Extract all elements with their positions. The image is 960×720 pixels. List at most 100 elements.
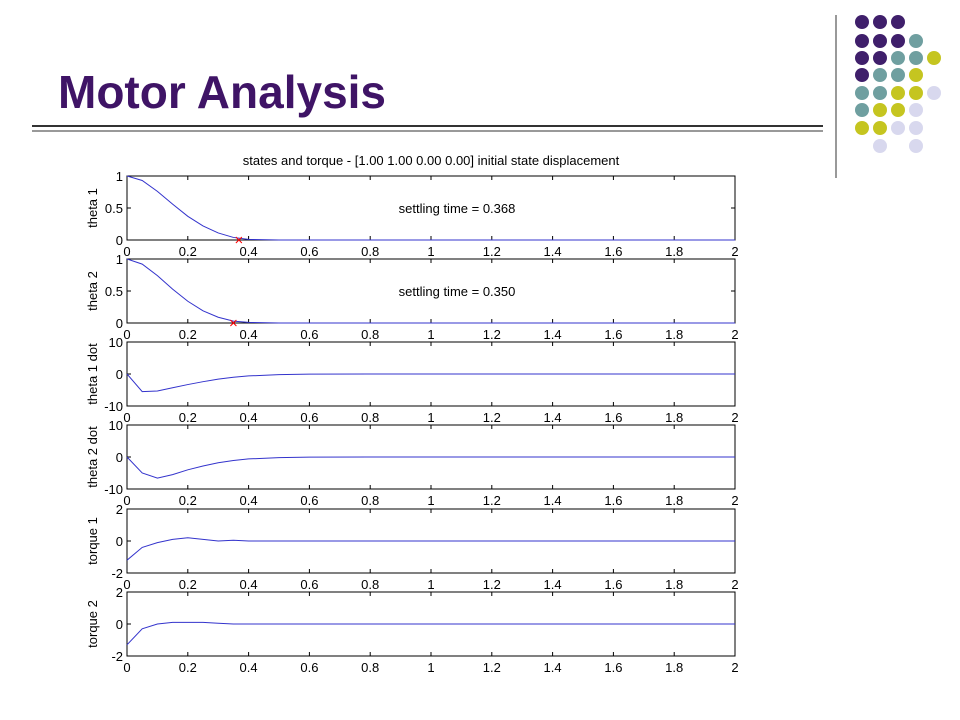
decor-dot xyxy=(873,139,887,153)
y-tick-label: -2 xyxy=(111,566,123,581)
x-tick-label: 0.2 xyxy=(179,660,197,675)
decor-dot xyxy=(891,68,905,82)
decor-dot xyxy=(891,86,905,100)
y-tick-label: 10 xyxy=(109,335,123,350)
plot-area xyxy=(126,175,736,241)
x-tick-label: 1.6 xyxy=(604,244,622,259)
x-tick-label: 0.8 xyxy=(361,493,379,508)
x-tick-label: 0.8 xyxy=(361,244,379,259)
x-tick-label: 0.6 xyxy=(300,327,318,342)
decor-dot xyxy=(873,15,887,29)
decor-dot xyxy=(891,103,905,117)
x-tick-label: 0.6 xyxy=(300,493,318,508)
x-tick-label: 1.2 xyxy=(483,660,501,675)
x-tick-label: 1.8 xyxy=(665,244,683,259)
y-tick-label: -10 xyxy=(104,482,123,497)
line xyxy=(126,258,735,324)
x-tick-label: 0 xyxy=(123,244,130,259)
x-tick-label: 0.2 xyxy=(179,244,197,259)
decor-dot xyxy=(855,121,869,135)
x-tick-label: 0.8 xyxy=(361,410,379,425)
decor-dot xyxy=(873,68,887,82)
y-tick-label: 0 xyxy=(116,316,123,331)
y-tick-label: -10 xyxy=(104,399,123,414)
x-tick-label: 2 xyxy=(731,410,738,425)
decor-dot xyxy=(909,51,923,65)
x-tick-label: 0.4 xyxy=(240,244,258,259)
y-axis-label: theta 2 dot xyxy=(85,426,100,488)
x-tick-label: 1.6 xyxy=(604,327,622,342)
x-tick-label: 0 xyxy=(123,327,130,342)
x-tick-label: 1.6 xyxy=(604,577,622,592)
x-tick-label: 0.2 xyxy=(179,577,197,592)
x-tick-label: 1.2 xyxy=(483,244,501,259)
x-tick-label: 1.6 xyxy=(604,410,622,425)
decor-dot xyxy=(855,103,869,117)
y-tick-label: 0 xyxy=(116,617,123,632)
y-tick-label: 0 xyxy=(116,367,123,382)
decor-dot xyxy=(891,15,905,29)
decor-dot xyxy=(855,86,869,100)
x-tick-label: 0.8 xyxy=(361,327,379,342)
decor-dot xyxy=(891,121,905,135)
slide-title: Motor Analysis xyxy=(58,66,386,118)
y-tick-label: -2 xyxy=(111,649,123,664)
plot-area xyxy=(126,258,736,324)
line xyxy=(126,621,735,646)
x-tick-label: 1.8 xyxy=(665,327,683,342)
x-tick-label: 1 xyxy=(427,577,434,592)
x-tick-label: 0 xyxy=(123,660,130,675)
x-tick-label: 1 xyxy=(427,410,434,425)
x-tick-label: 0.4 xyxy=(240,493,258,508)
decor-dot xyxy=(855,51,869,65)
line xyxy=(126,373,735,393)
x-tick-label: 0.4 xyxy=(240,577,258,592)
y-axis-label: torque 2 xyxy=(85,600,100,648)
y-tick-label: 0 xyxy=(116,233,123,248)
y-tick-label: 1 xyxy=(116,169,123,184)
x-tick-label: 0.6 xyxy=(300,577,318,592)
x-tick-label: 1.2 xyxy=(483,493,501,508)
decor-dot xyxy=(909,86,923,100)
x-tick-label: 1.4 xyxy=(544,577,562,592)
x-tick-label: 2 xyxy=(731,244,738,259)
y-tick-label: 0.5 xyxy=(105,201,123,216)
y-axis-label: theta 1 dot xyxy=(85,343,100,405)
x-tick-label: 0 xyxy=(123,410,130,425)
x-tick-label: 0.8 xyxy=(361,577,379,592)
decor-dot xyxy=(909,121,923,135)
decor-dot xyxy=(873,121,887,135)
x-tick-label: 1.2 xyxy=(483,577,501,592)
x-tick-label: 1.6 xyxy=(604,493,622,508)
x-tick-label: 0 xyxy=(123,577,130,592)
x-tick-label: 0.4 xyxy=(240,327,258,342)
x-tick-label: 2 xyxy=(731,493,738,508)
settling-marker xyxy=(230,319,237,327)
y-tick-label: 0.5 xyxy=(105,284,123,299)
y-axis-label: theta 2 xyxy=(85,271,100,311)
x-tick-label: 1.4 xyxy=(544,493,562,508)
decor-dot xyxy=(891,34,905,48)
x-tick-label: 0.8 xyxy=(361,660,379,675)
x-tick-label: 0.6 xyxy=(300,410,318,425)
x-tick-label: 1.4 xyxy=(544,244,562,259)
y-tick-label: 2 xyxy=(116,585,123,600)
decor-dot xyxy=(873,34,887,48)
x-tick-label: 0.6 xyxy=(300,244,318,259)
settling-marker xyxy=(235,236,243,244)
y-tick-label: 10 xyxy=(109,418,123,433)
x-tick-label: 1.8 xyxy=(665,493,683,508)
y-tick-label: 0 xyxy=(116,450,123,465)
decor-dot xyxy=(909,34,923,48)
x-tick-label: 2 xyxy=(731,660,738,675)
x-tick-label: 0.2 xyxy=(179,493,197,508)
decor-dot xyxy=(873,86,887,100)
decoration xyxy=(855,15,941,153)
decor-dot xyxy=(873,51,887,65)
y-axis-label: theta 1 xyxy=(85,188,100,228)
decor-dot xyxy=(855,15,869,29)
decor-dot xyxy=(909,139,923,153)
decor-dot xyxy=(855,68,869,82)
